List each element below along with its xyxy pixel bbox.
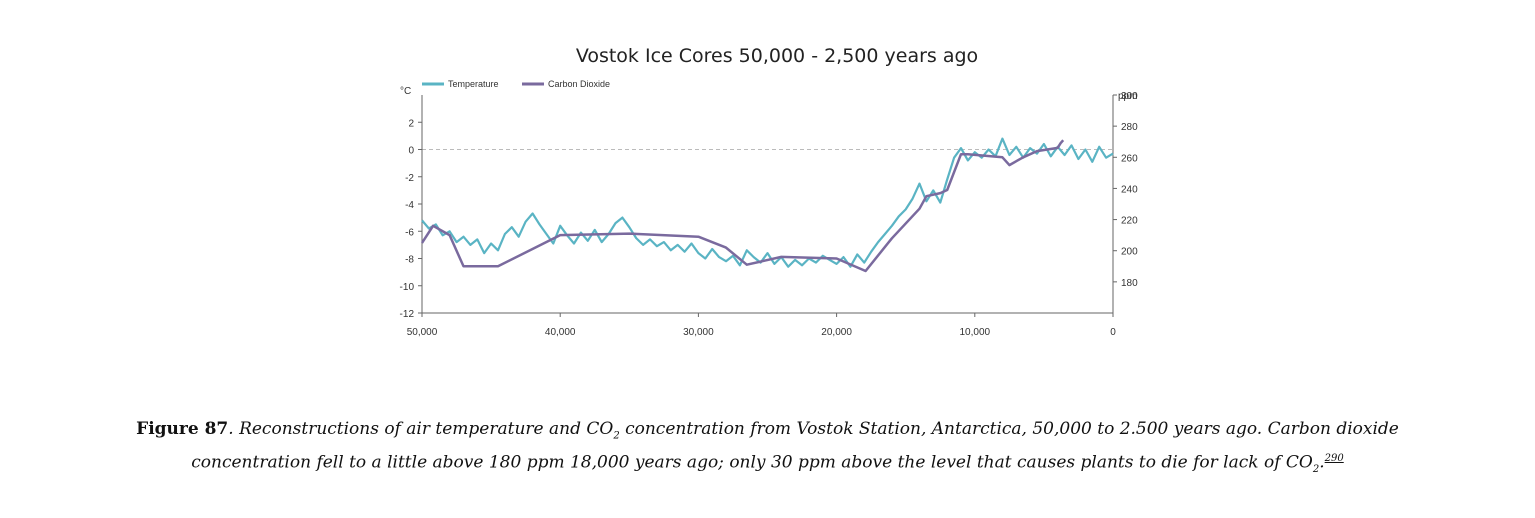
y-left-tick-label: -10	[400, 282, 415, 293]
temperature-legend-label: Temperature	[448, 79, 499, 89]
y-left-tick-label: -2	[405, 173, 414, 184]
x-tick-label: 50,000	[407, 327, 438, 338]
y-left-tick-label: -6	[405, 227, 414, 238]
carbon-dioxide-line	[420, 139, 1065, 273]
x-tick-label: 10,000	[960, 327, 991, 338]
y-left-tick-label: -4	[405, 200, 414, 211]
y-left-tick-label: 0	[408, 146, 414, 157]
y-right-tick-label: 180	[1121, 278, 1138, 289]
x-tick-label: 20,000	[821, 327, 852, 338]
y-left-tick-label: -8	[405, 255, 414, 266]
y-right-tick-label: 300	[1121, 91, 1138, 102]
temperature-line	[421, 137, 1114, 268]
caption-text-c: .	[1319, 453, 1325, 474]
legend: Temperature Carbon Dioxide	[422, 79, 610, 89]
x-tick-label: 30,000	[683, 327, 714, 338]
y-right-unit-label: ppm	[1118, 91, 1137, 102]
chart-title: Vostok Ice Cores 50,000 - 2,500 years ag…	[576, 45, 978, 67]
y-right-tick-label: 240	[1121, 184, 1138, 195]
caption-sub-a: 2	[613, 430, 620, 442]
carbon-dioxide-legend-label: Carbon Dioxide	[548, 79, 610, 89]
y-left-tick-label: -12	[400, 309, 415, 320]
caption-text-b: concentration from Vostok Station, Antar…	[191, 419, 1399, 474]
y-right-tick-label: 280	[1121, 122, 1138, 133]
y-left-unit-label: °C	[400, 86, 411, 97]
caption-label: Figure 87	[136, 419, 229, 439]
y-left-tick-label: 2	[408, 118, 414, 129]
series-layer	[420, 137, 1114, 273]
y-right-tick-label: 260	[1121, 153, 1138, 164]
chart: Vostok Ice Cores 50,000 - 2,500 years ag…	[400, 45, 1139, 338]
caption-footnote-link[interactable]: 290	[1324, 453, 1344, 465]
y-right-tick-label: 200	[1121, 247, 1138, 258]
caption-text-a: . Reconstructions of air temperature and…	[228, 419, 614, 439]
x-tick-label: 0	[1110, 327, 1116, 338]
axes: °C ppm 2 0 -2 -4 -6 -8 -10 -12 300 280 260 240 220 200 1…	[400, 86, 1139, 338]
y-right-tick-label: 220	[1121, 216, 1138, 227]
figure-caption: Figure 87. Reconstructions of air temper…	[120, 418, 1415, 481]
caption-sub-b: 2	[1312, 464, 1320, 476]
x-tick-label: 40,000	[545, 327, 576, 338]
